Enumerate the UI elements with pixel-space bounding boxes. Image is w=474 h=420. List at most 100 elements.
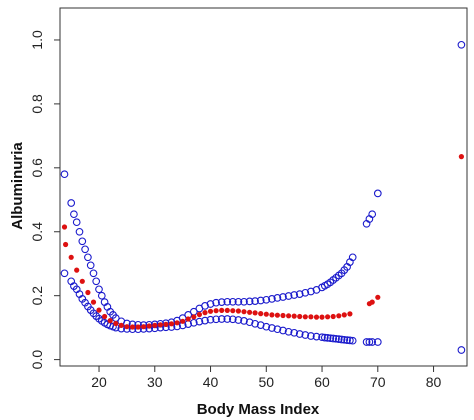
estimate-point [61,224,68,230]
estimate-point [213,308,219,314]
estimate-point [235,308,241,314]
upper-ci-point [251,297,259,305]
upper-ci-point [245,297,254,306]
x-tick-label: 80 [426,374,442,390]
upper-ci-point [290,291,299,299]
x-axis: 20 30 40 50 60 70 80 [91,366,442,390]
estimate-point [113,320,119,327]
upper-ci-point [84,253,92,262]
estimate-point [375,294,381,300]
y-tick-label: 0.4 [29,222,45,242]
series-lower-ci [60,269,466,354]
series-estimate [61,154,464,330]
lower-ci-point [268,324,276,332]
estimate-point [330,313,336,320]
upper-ci-point [223,297,232,306]
estimate-point [68,254,74,260]
estimate-point [96,307,102,313]
estimate-point [247,309,253,315]
upper-ci-point [348,253,357,262]
estimate-point [219,307,225,313]
estimate-point [118,322,124,328]
lower-ci-point [228,315,237,324]
y-tick-label: 0.8 [29,94,45,114]
estimate-point [90,299,97,305]
estimate-point [308,314,314,320]
upper-ci-point [234,297,243,306]
upper-ci-point [92,277,101,286]
x-tick-label: 40 [203,374,219,390]
x-tick-label: 60 [314,374,330,390]
lower-ci-point [189,318,198,327]
lower-ci-point [307,332,315,340]
y-axis: 0.0 0.2 0.4 0.6 0.8 1.0 [29,30,60,369]
estimate-point [263,311,269,317]
upper-ci-point [95,285,103,294]
y-tick-label: 1.0 [29,30,45,50]
estimate-point [185,316,191,322]
lower-ci-point [240,317,248,325]
estimate-point [313,314,320,320]
estimate-point [202,310,208,316]
estimate-point [85,289,91,296]
upper-ci-point [373,189,382,198]
upper-ci-point [457,40,466,49]
upper-ci-point [86,261,95,270]
estimate-point [124,324,130,330]
upper-ci-point [301,288,310,297]
lower-ci-point [295,330,304,338]
estimate-point [258,311,264,317]
estimate-point [224,307,230,313]
lower-ci-point [340,335,349,344]
upper-ci-point [72,218,81,227]
lower-ci-point [217,315,226,323]
estimate-point [230,308,236,314]
lower-ci-point [334,335,343,343]
y-tick-label: 0.6 [29,158,45,178]
upper-ci-point [307,287,315,296]
estimate-point [63,241,69,248]
upper-ci-point [284,292,293,300]
estimate-point [168,321,175,327]
lower-ci-point [201,316,209,325]
lower-ci-point [60,269,69,278]
lower-ci-point [329,334,338,343]
lower-ci-point [312,332,321,341]
upper-ci-point [268,295,276,303]
upper-ci-point [273,294,282,302]
y-tick-label: 0.0 [29,350,45,370]
estimate-point [302,314,308,320]
estimate-point [79,278,85,284]
lower-ci-point [368,338,377,346]
upper-ci-point [279,293,287,301]
estimate-point [129,324,136,330]
lower-ci-point [223,315,232,323]
estimate-point [269,312,275,318]
x-tick-label: 50 [258,374,274,390]
lower-ci-point [348,336,357,345]
lower-ci-point [251,319,259,328]
upper-ci-point [240,297,248,306]
lower-ci-point [332,334,340,343]
plot-frame [59,7,468,367]
estimate-point [141,324,147,330]
y-axis-title: Albuminuria [9,142,26,230]
estimate-point [286,313,292,319]
estimate-point [280,312,286,319]
lower-ci-point [256,321,265,329]
x-tick-label: 20 [91,374,107,390]
estimate-point [146,323,152,329]
estimate-point [336,313,342,319]
estimate-point [207,308,214,314]
upper-ci-point [368,210,377,219]
estimate-point [252,310,258,316]
upper-ci-point [97,291,106,300]
lower-ci-point [365,338,374,346]
estimate-point [369,299,375,305]
upper-ci-point [78,237,87,246]
upper-ci-point [228,297,237,306]
estimate-point [196,311,202,318]
estimate-point [291,313,297,319]
upper-ci-point [206,300,215,308]
